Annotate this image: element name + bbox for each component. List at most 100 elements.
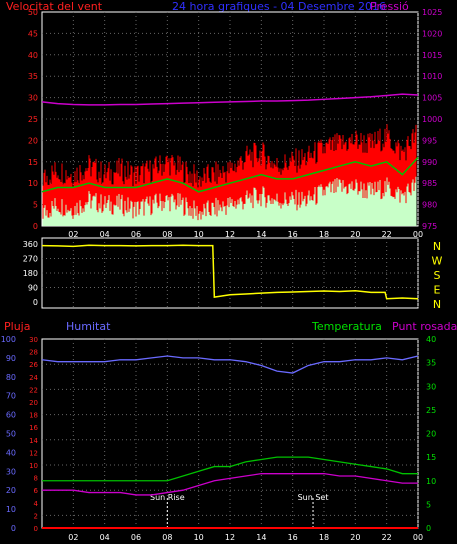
pressure-tick-label: 1005 <box>422 94 442 103</box>
direction-tick-label: 270 <box>23 255 38 264</box>
x-tick-label: 16 <box>288 533 298 542</box>
rain-tick-label: 16 <box>29 424 38 432</box>
rain-tick-label: 14 <box>29 437 38 445</box>
x-tick-label: 14 <box>256 533 266 542</box>
pressure-tick-label: 1020 <box>422 29 442 38</box>
pressure-tick-label: 980 <box>422 201 437 210</box>
x-tick-label: 06 <box>131 533 141 542</box>
chart-title: 24 hora grafiques - 04 Desembre 2016 <box>172 0 386 13</box>
humidity-tick-label: 60 <box>6 411 16 420</box>
direction-tick-label: 360 <box>23 240 38 249</box>
x-tick-label: 06 <box>131 230 141 239</box>
compass-label: W <box>432 255 443 268</box>
temperature-tick-label: 30 <box>426 382 436 391</box>
temperature-tick-label: 35 <box>426 359 436 368</box>
rain-tick-label: 20 <box>29 399 38 407</box>
humidity-line <box>41 355 419 374</box>
wind-tick-label: 0 <box>33 222 38 231</box>
temperature-tick-label: 0 <box>426 524 431 533</box>
x-tick-label: 18 <box>319 533 329 542</box>
x-tick-label: 02 <box>68 533 78 542</box>
x-tick-label: 22 <box>382 230 392 239</box>
rain-tick-label: 22 <box>29 386 38 394</box>
rain-tick-label: 8 <box>34 475 38 483</box>
humidity-tick-label: 50 <box>6 430 16 439</box>
humidity-tick-label: 20 <box>6 486 16 495</box>
temperature-tick-label: 25 <box>426 406 436 415</box>
x-tick-label: 10 <box>194 230 204 239</box>
x-tick-label: 08 <box>162 533 172 542</box>
x-tick-label: 14 <box>256 230 266 239</box>
wind-tick-label: 25 <box>28 115 38 124</box>
rain-tick-label: 26 <box>29 361 38 369</box>
temperature-axis-label: Temperatura <box>311 320 382 333</box>
panel-temp-humidity: Sun Rise Sun Set 010203040506070809010002… <box>1 335 436 542</box>
wind-tick-label: 35 <box>28 72 38 81</box>
humidity-tick-label: 100 <box>1 335 16 344</box>
dew-point-axis-label: Punt rosada <box>392 320 457 333</box>
dew-point-line <box>42 473 418 496</box>
temperature-tick-label: 20 <box>426 430 436 439</box>
humidity-tick-label: 40 <box>6 448 16 457</box>
compass-label: S <box>434 269 441 282</box>
direction-tick-label: 90 <box>28 284 38 293</box>
humidity-tick-label: 90 <box>6 354 16 363</box>
humidity-tick-label: 80 <box>6 373 16 382</box>
rain-tick-label: 12 <box>29 449 38 457</box>
rain-tick-label: 6 <box>34 487 39 495</box>
rain-tick-label: 18 <box>29 412 38 420</box>
pressure-tick-label: 1025 <box>422 8 442 17</box>
rain-tick-label: 2 <box>34 512 38 520</box>
compass-label: E <box>434 284 441 297</box>
x-tick-label: 22 <box>382 533 392 542</box>
x-tick-label: 00 <box>413 230 423 239</box>
pressure-tick-label: 975 <box>422 222 437 231</box>
direction-tick-label: 180 <box>23 269 38 278</box>
humidity-tick-label: 70 <box>6 392 16 401</box>
sun-event-label: Sun Set <box>298 493 329 502</box>
rain-tick-label: 24 <box>29 374 38 382</box>
pressure-tick-label: 1010 <box>422 72 442 81</box>
x-tick-label: 00 <box>413 533 423 542</box>
wind-average-line <box>41 157 419 193</box>
pressure-tick-label: 985 <box>422 179 437 188</box>
rain-tick-label: 30 <box>29 336 38 344</box>
temperature-tick-label: 40 <box>426 335 436 344</box>
x-tick-label: 20 <box>350 230 360 239</box>
rain-tick-label: 0 <box>34 525 38 533</box>
wind-tick-label: 20 <box>28 136 38 145</box>
wind-tick-label: 10 <box>28 179 38 188</box>
temperature-line <box>42 456 418 482</box>
x-tick-label: 16 <box>288 230 298 239</box>
x-tick-label: 18 <box>319 230 329 239</box>
pressure-axis-label: Pressió <box>370 0 409 13</box>
x-tick-label: 12 <box>225 230 235 239</box>
compass-label: N <box>433 240 441 253</box>
humidity-axis-label: Humitat <box>66 320 111 333</box>
humidity-tick-label: 10 <box>6 505 16 514</box>
rain-tick-label: 4 <box>34 500 39 508</box>
temperature-tick-label: 15 <box>426 453 436 462</box>
pressure-tick-label: 1015 <box>422 51 442 60</box>
wind-tick-label: 50 <box>28 8 38 17</box>
direction-tick-label: 0 <box>33 298 38 307</box>
rain-tick-label: 28 <box>29 349 38 357</box>
x-tick-label: 02 <box>68 230 78 239</box>
x-tick-label: 12 <box>225 533 235 542</box>
wind-tick-label: 45 <box>28 29 38 38</box>
x-tick-label: 20 <box>350 533 360 542</box>
temperature-tick-label: 10 <box>426 477 436 486</box>
x-tick-label: 08 <box>162 230 172 239</box>
sun-event-label: Sun Rise <box>150 493 185 502</box>
wind-direction-line <box>41 244 419 300</box>
humidity-tick-label: 30 <box>6 467 16 476</box>
pressure-line <box>41 93 419 106</box>
pressure-tick-label: 990 <box>422 158 437 167</box>
compass-label: N <box>433 298 441 311</box>
rain-axis-label: Pluja <box>4 320 30 333</box>
x-tick-label: 10 <box>194 533 204 542</box>
wind-speed-axis-label: Velocitat del vent <box>6 0 103 13</box>
